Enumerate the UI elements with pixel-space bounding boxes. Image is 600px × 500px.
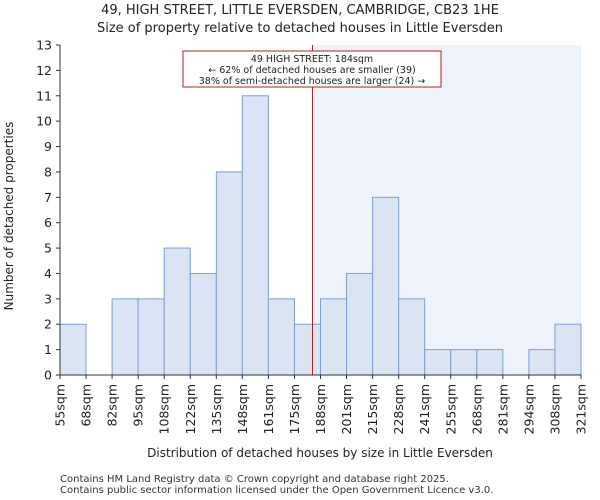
x-tick-label: 108sqm (157, 384, 172, 434)
x-tick-label: 228sqm (391, 384, 406, 434)
histogram-bar (137, 298, 165, 376)
chart-subtitle: Size of property relative to detached ho… (96, 21, 504, 36)
y-tick-label: 11 (36, 88, 52, 103)
histogram-bar (450, 349, 478, 376)
x-tick-label: 255sqm (443, 384, 458, 434)
annotation-line-2: ← 62% of detached houses are smaller (39… (208, 65, 415, 76)
y-tick-label: 4 (44, 266, 52, 281)
y-tick-label: 3 (44, 291, 52, 306)
histogram-bar (163, 247, 191, 376)
x-tick-label: 68sqm (79, 384, 94, 427)
x-tick-label: 294sqm (521, 384, 536, 434)
y-tick-label: 0 (44, 368, 52, 383)
x-tick-label: 321sqm (574, 384, 589, 434)
y-tick-label: 6 (44, 215, 52, 230)
x-tick-label: 308sqm (547, 384, 562, 434)
footer-line-2: Contains public sector information licen… (60, 485, 494, 496)
x-tick-label: 82sqm (105, 384, 120, 427)
histogram-bar (111, 298, 139, 376)
histogram-bar (424, 349, 452, 376)
histogram-bar (476, 349, 504, 376)
histogram-bar (293, 323, 322, 376)
bars-layer (59, 95, 582, 376)
histogram-bar (59, 323, 87, 376)
footer-attribution: Contains HM Land Registry data © Crown c… (60, 474, 493, 496)
y-axis-label: Number of detached properties (2, 122, 16, 311)
histogram-bar (372, 196, 400, 376)
histogram-bar (189, 272, 217, 376)
y-tick-label: 2 (44, 317, 52, 332)
x-tick-label: 55sqm (53, 384, 68, 427)
x-tick-label: 281sqm (495, 384, 510, 434)
chart-title: 49, HIGH STREET, LITTLE EVERSDEN, CAMBRI… (101, 3, 499, 18)
annotation-line-1: 49 HIGH STREET: 184sqm (251, 54, 373, 65)
histogram-bar (320, 298, 348, 376)
histogram-bar (554, 323, 582, 376)
x-tick-label: 122sqm (183, 384, 198, 434)
histogram-bar (346, 272, 374, 376)
histogram-bar (241, 95, 269, 376)
histogram-bar (215, 171, 243, 376)
chart-title-block: 49, HIGH STREET, LITTLE EVERSDEN, CAMBRI… (0, 2, 600, 38)
y-tick-label: 13 (36, 38, 52, 53)
x-tick-label: 95sqm (131, 384, 146, 427)
x-tick-label: 201sqm (339, 384, 354, 434)
x-tick-label: 175sqm (287, 384, 302, 434)
x-axis-label: Distribution of detached houses by size … (147, 446, 493, 460)
annotation-box (182, 50, 442, 88)
histogram-bar (398, 298, 426, 376)
x-tick-label: 241sqm (417, 384, 432, 434)
y-tick-label: 9 (44, 139, 52, 154)
x-tick-label: 268sqm (469, 384, 484, 434)
annotation-layer: 49 HIGH STREET: 184sqm← 62% of detached … (182, 50, 442, 88)
x-tick-label: 135sqm (209, 384, 224, 434)
y-tick-label: 7 (44, 190, 52, 205)
footer-line-1: Contains HM Land Registry data © Crown c… (60, 474, 449, 485)
y-tick-label: 12 (36, 63, 52, 78)
y-tick-label: 10 (36, 114, 52, 129)
histogram-bar (267, 298, 295, 376)
x-tick-label: 188sqm (313, 384, 328, 434)
x-tick-label: 215sqm (365, 384, 380, 434)
y-tick-label: 8 (44, 164, 52, 179)
x-tick-label: 161sqm (261, 384, 276, 434)
histogram-bar (528, 349, 556, 376)
y-tick-label: 1 (44, 342, 52, 357)
annotation-line-3: 38% of semi-detached houses are larger (… (199, 76, 426, 87)
y-tick-label: 5 (44, 241, 52, 256)
x-tick-label: 148sqm (235, 384, 250, 434)
